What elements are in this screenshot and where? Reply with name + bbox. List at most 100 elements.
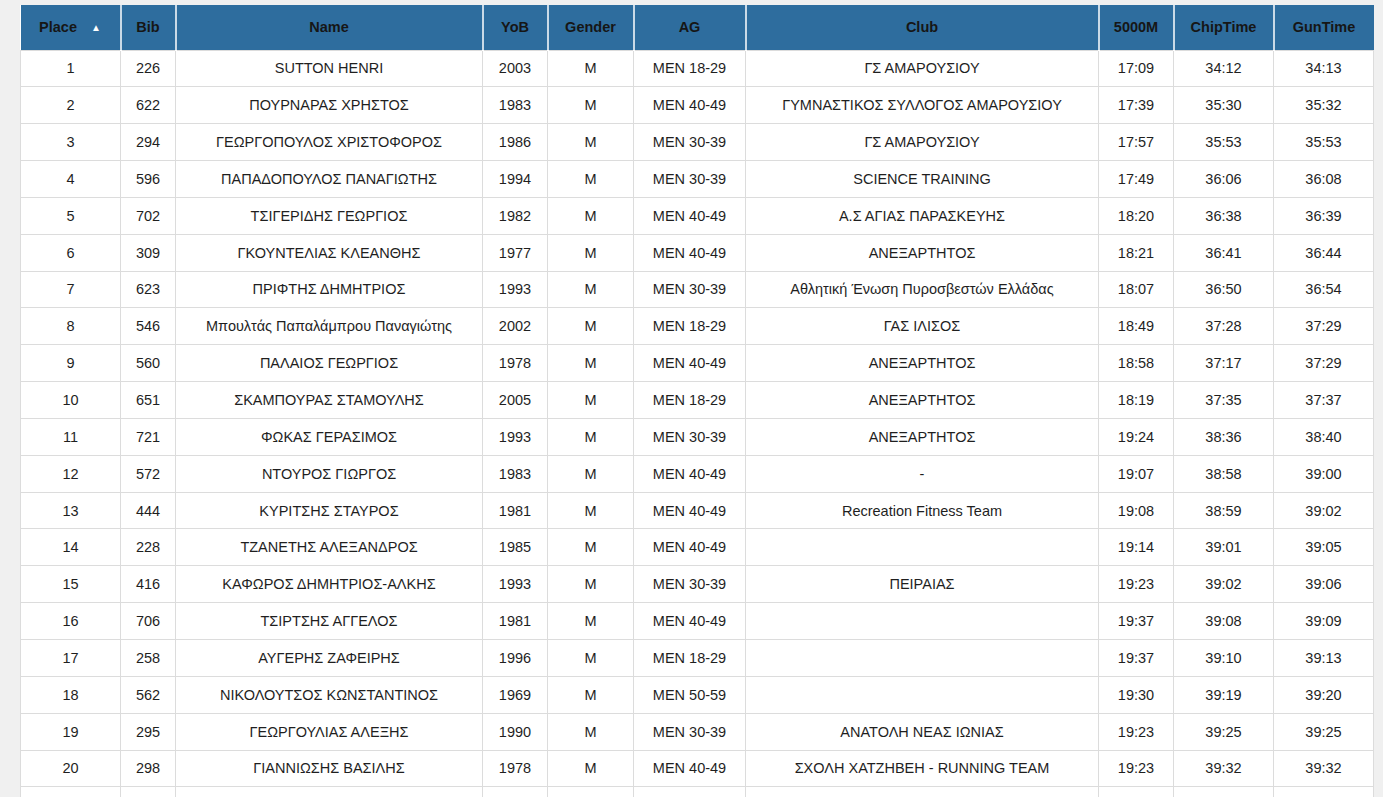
cell-ag: MEN 50-59 bbox=[634, 676, 746, 713]
column-header-club[interactable]: Club bbox=[746, 5, 1099, 50]
cell-yob: 1993 bbox=[483, 566, 548, 603]
cell-chiptime: 39:08 bbox=[1174, 603, 1274, 640]
column-header-gender[interactable]: Gender bbox=[548, 5, 634, 50]
sort-ascending-icon[interactable]: ▲ bbox=[91, 22, 101, 33]
cell-ag: MEN 40-49 bbox=[634, 750, 746, 787]
cell-club: ΓΣ ΑΜΑΡΟΥΣΙΟΥ bbox=[746, 50, 1099, 87]
cell-name: ΓΕΩΡΓΟΥΛΙΑΣ ΑΛΕΞΗΣ bbox=[176, 713, 483, 750]
cell-chiptime bbox=[1174, 787, 1274, 797]
cell-bib: 622 bbox=[121, 87, 176, 124]
cell-name: ΣΚΑΜΠΟΥΡΑΣ ΣΤΑΜΟΥΛΗΣ bbox=[176, 382, 483, 419]
cell-chiptime: 38:59 bbox=[1174, 492, 1274, 529]
cell-bib: 416 bbox=[121, 566, 176, 603]
cell-m5000: 18:49 bbox=[1099, 308, 1174, 345]
table-row: 3294ΓΕΩΡΓΟΠΟΥΛΟΣ ΧΡΙΣΤΟΦΟΡΟΣ1986MMEN 30-… bbox=[21, 124, 1374, 161]
cell-ag: MEN 40-49 bbox=[634, 529, 746, 566]
cell-chiptime: 39:19 bbox=[1174, 676, 1274, 713]
cell-name bbox=[176, 787, 483, 797]
cell-place: 8 bbox=[21, 308, 121, 345]
cell-guntime: 39:32 bbox=[1274, 750, 1374, 787]
column-header-yob[interactable]: YoB bbox=[483, 5, 548, 50]
cell-guntime: 39:20 bbox=[1274, 676, 1374, 713]
cell-gender: M bbox=[548, 566, 634, 603]
cell-yob: 2003 bbox=[483, 50, 548, 87]
cell-guntime: 39:06 bbox=[1274, 566, 1374, 603]
cell-gender: M bbox=[548, 418, 634, 455]
cell-bib: 258 bbox=[121, 640, 176, 677]
column-header-bib[interactable]: Bib bbox=[121, 5, 176, 50]
cell-m5000: 19:24 bbox=[1099, 418, 1174, 455]
cell-bib: 560 bbox=[121, 345, 176, 382]
cell-guntime: 38:40 bbox=[1274, 418, 1374, 455]
cell-place: 17 bbox=[21, 640, 121, 677]
table-row: 16706ΤΣΙΡΤΣΗΣ ΑΓΓΕΛΟΣ1981MMEN 40-4919:37… bbox=[21, 603, 1374, 640]
cell-m5000: 18:19 bbox=[1099, 382, 1174, 419]
cell-chiptime: 38:36 bbox=[1174, 418, 1274, 455]
cell-bib: 444 bbox=[121, 492, 176, 529]
cell-yob: 1990 bbox=[483, 713, 548, 750]
cell-place: 18 bbox=[21, 676, 121, 713]
cell-name: ΓΚΟΥΝΤΕΛΙΑΣ ΚΛΕΑΝΘΗΣ bbox=[176, 234, 483, 271]
column-header-guntime[interactable]: GunTime bbox=[1274, 5, 1374, 50]
cell-place: 12 bbox=[21, 455, 121, 492]
column-header-name[interactable]: Name bbox=[176, 5, 483, 50]
cell-chiptime: 35:53 bbox=[1174, 124, 1274, 161]
cell-gender: M bbox=[548, 87, 634, 124]
cell-yob: 1981 bbox=[483, 492, 548, 529]
cell-place: 15 bbox=[21, 566, 121, 603]
cell-m5000: 18:21 bbox=[1099, 234, 1174, 271]
cell-club: Αθλητική Ένωση Πυροσβεστών Ελλάδας bbox=[746, 271, 1099, 308]
table-row: 15416ΚΑΦΩΡΟΣ ΔΗΜΗΤΡΙΟΣ-ΑΛΚΗΣ1993MMEN 30-… bbox=[21, 566, 1374, 603]
cell-place: 19 bbox=[21, 713, 121, 750]
table-row: 12572ΝΤΟΥΡΟΣ ΓΙΩΡΓΟΣ1983MMEN 40-49-19:07… bbox=[21, 455, 1374, 492]
cell-gender: M bbox=[548, 382, 634, 419]
cell-name: ΚΑΦΩΡΟΣ ΔΗΜΗΤΡΙΟΣ-ΑΛΚΗΣ bbox=[176, 566, 483, 603]
cell-yob: 1981 bbox=[483, 603, 548, 640]
cell-yob: 1993 bbox=[483, 271, 548, 308]
table-row: 20298ΓΙΑΝΝΙΩΣΗΣ ΒΑΣΙΛΗΣ1978MMEN 40-49ΣΧΟ… bbox=[21, 750, 1374, 787]
cell-gender: M bbox=[548, 345, 634, 382]
cell-yob: 1985 bbox=[483, 529, 548, 566]
table-row: 11721ΦΩΚΑΣ ΓΕΡΑΣΙΜΟΣ1993MMEN 30-39ΑΝΕΞΑΡ… bbox=[21, 418, 1374, 455]
cell-guntime: 36:08 bbox=[1274, 161, 1374, 198]
cell-ag: MEN 40-49 bbox=[634, 455, 746, 492]
table-row: 7623ΠΡΙΦΤΗΣ ΔΗΜΗΤΡΙΟΣ1993MMEN 30-39Αθλητ… bbox=[21, 271, 1374, 308]
cell-gender: M bbox=[548, 197, 634, 234]
table-header: Place▲ Bib Name YoB Gender AG Club 5000M… bbox=[21, 5, 1374, 50]
cell-guntime: 39:25 bbox=[1274, 713, 1374, 750]
table-row: 18562ΝΙΚΟΛΟΥΤΣΟΣ ΚΩΝΣΤΑΝΤΙΝΟΣ1969MMEN 50… bbox=[21, 676, 1374, 713]
table-row: 6309ΓΚΟΥΝΤΕΛΙΑΣ ΚΛΕΑΝΘΗΣ1977MMEN 40-49ΑΝ… bbox=[21, 234, 1374, 271]
cell-bib: 228 bbox=[121, 529, 176, 566]
cell-name: ΠΑΛΑΙΟΣ ΓΕΩΡΓΙΟΣ bbox=[176, 345, 483, 382]
cell-club: - bbox=[746, 455, 1099, 492]
cell-yob: 1994 bbox=[483, 161, 548, 198]
cell-place: 4 bbox=[21, 161, 121, 198]
cell-bib: 546 bbox=[121, 308, 176, 345]
cell-bib: 651 bbox=[121, 382, 176, 419]
cell-place: 11 bbox=[21, 418, 121, 455]
column-header-ag[interactable]: AG bbox=[634, 5, 746, 50]
column-header-chiptime[interactable]: ChipTime bbox=[1174, 5, 1274, 50]
cell-m5000: 19:08 bbox=[1099, 492, 1174, 529]
cell-yob: 1983 bbox=[483, 455, 548, 492]
cell-ag: MEN 18-29 bbox=[634, 50, 746, 87]
cell-place: 16 bbox=[21, 603, 121, 640]
cell-bib: 294 bbox=[121, 124, 176, 161]
cell-ag: MEN 40-49 bbox=[634, 87, 746, 124]
table-row: 4596ΠΑΠΑΔΟΠΟΥΛΟΣ ΠΑΝΑΓΙΩΤΗΣ1994MMEN 30-3… bbox=[21, 161, 1374, 198]
cell-gender: M bbox=[548, 308, 634, 345]
cell-ag: MEN 30-39 bbox=[634, 418, 746, 455]
cell-club: ΑΝΑΤΟΛΗ ΝΕΑΣ ΙΩΝΙΑΣ bbox=[746, 713, 1099, 750]
cell-chiptime: 35:30 bbox=[1174, 87, 1274, 124]
cell-ag bbox=[634, 787, 746, 797]
cell-bib: 702 bbox=[121, 197, 176, 234]
cell-m5000: 18:07 bbox=[1099, 271, 1174, 308]
cell-place: 1 bbox=[21, 50, 121, 87]
cell-club: ΑΝΕΞΑΡΤΗΤΟΣ bbox=[746, 418, 1099, 455]
cell-m5000: 19:14 bbox=[1099, 529, 1174, 566]
cell-yob: 2005 bbox=[483, 382, 548, 419]
column-header-place[interactable]: Place▲ bbox=[21, 5, 121, 50]
cell-yob: 1978 bbox=[483, 750, 548, 787]
cell-place: 7 bbox=[21, 271, 121, 308]
column-header-5000m[interactable]: 5000M bbox=[1099, 5, 1174, 50]
